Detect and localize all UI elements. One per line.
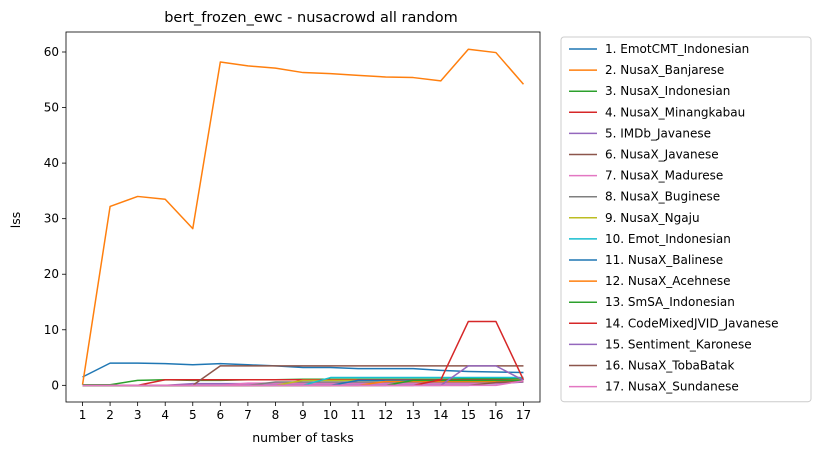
legend-label: 15. Sentiment_Karonese xyxy=(605,337,752,351)
legend-label: 8. NusaX_Buginese xyxy=(605,190,720,204)
legend-label: 5. IMDb_Javanese xyxy=(605,126,711,140)
y-axis-title: lss xyxy=(8,212,23,229)
legend-label: 4. NusaX_Minangkabau xyxy=(605,105,745,119)
series-line-17 xyxy=(82,380,524,387)
legend-label: 9. NusaX_Ngaju xyxy=(605,211,700,225)
y-axis: 0 10 20 30 40 50 60 xyxy=(44,45,66,392)
legend-label: 2. NusaX_Banjarese xyxy=(605,63,724,77)
x-tick-label: 9 xyxy=(299,408,307,422)
x-tick-label: 16 xyxy=(488,408,503,422)
legend-label: 16. NusaX_TobaBatak xyxy=(605,359,735,373)
x-tick-label: 13 xyxy=(406,408,421,422)
plot-area xyxy=(65,31,541,403)
x-tick-label: 7 xyxy=(244,408,252,422)
legend-label: 12. NusaX_Acehnese xyxy=(605,274,731,288)
x-axis: 1 2 3 4 5 6 7 8 9 10 11 12 13 14 15 16 17 xyxy=(79,402,531,422)
y-tick-label: 10 xyxy=(44,323,59,337)
x-tick-label: 15 xyxy=(461,408,476,422)
legend-label: 13. SmSA_Indonesian xyxy=(605,295,735,309)
legend-frame xyxy=(560,36,812,403)
x-tick-label: 11 xyxy=(350,408,365,422)
y-tick-label: 0 xyxy=(51,378,59,392)
x-tick-label: 10 xyxy=(323,408,338,422)
plot-frame xyxy=(65,31,541,403)
legend-label: 10. Emot_Indonesian xyxy=(605,232,731,246)
y-tick-label: 20 xyxy=(44,267,59,281)
series-line-2 xyxy=(81,48,525,385)
legend-label: 14. CodeMixedJVID_Javanese xyxy=(605,316,779,330)
legend-label: 1. EmotCMT_Indonesian xyxy=(605,42,749,56)
legend-label: 7. NusaX_Madurese xyxy=(605,169,723,183)
series-line-14 xyxy=(82,320,525,387)
x-tick-label: 12 xyxy=(378,408,393,422)
chart-title: bert_frozen_ewc - nusacrowd all random xyxy=(164,10,458,26)
y-tick-label: 40 xyxy=(44,156,59,170)
x-tick-label: 17 xyxy=(516,408,531,422)
x-tick-label: 3 xyxy=(134,408,142,422)
x-tick-label: 6 xyxy=(217,408,225,422)
x-tick-label: 5 xyxy=(189,408,197,422)
series-line-1 xyxy=(82,362,524,378)
legend: 1. EmotCMT_Indonesian 2. NusaX_Banjarese 3… xyxy=(560,36,812,403)
series-lines xyxy=(81,48,525,387)
legend-label: 17. NusaX_Sundanese xyxy=(605,380,739,394)
y-tick-label: 30 xyxy=(44,212,59,226)
x-tick-label: 8 xyxy=(272,408,280,422)
x-tick-label: 2 xyxy=(106,408,114,422)
x-tick-label: 4 xyxy=(161,408,169,422)
y-tick-label: 60 xyxy=(44,45,59,59)
x-tick-label: 14 xyxy=(433,408,448,422)
x-axis-title: number of tasks xyxy=(252,430,354,445)
legend-label: 6. NusaX_Javanese xyxy=(605,148,719,162)
legend-label: 3. NusaX_Indonesian xyxy=(605,84,730,98)
x-tick-label: 1 xyxy=(79,408,87,422)
y-tick-label: 50 xyxy=(44,101,59,115)
legend-label: 11. NusaX_Balinese xyxy=(605,253,723,267)
